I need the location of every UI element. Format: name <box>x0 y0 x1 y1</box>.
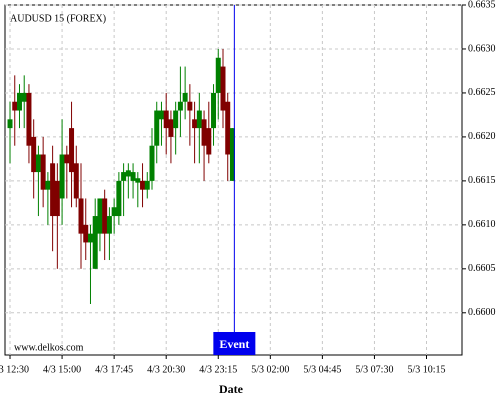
candle-body <box>192 119 198 129</box>
candle-body <box>158 110 164 120</box>
candle-body <box>154 110 160 146</box>
candle-body <box>59 154 65 199</box>
candle-body <box>225 101 231 155</box>
y-tick-label: 0.6635 <box>468 0 496 10</box>
x-tick-label: 5/3 02:00 <box>251 364 289 375</box>
candle-body <box>187 101 193 111</box>
x-tick-label: 5/3 07:30 <box>355 364 393 375</box>
candle-body <box>92 216 98 269</box>
candle-body <box>177 101 183 111</box>
candle-body <box>45 180 51 190</box>
candle-body <box>31 136 37 173</box>
candle-body <box>163 110 169 129</box>
x-tick-label: 5/3 04:45 <box>303 364 341 375</box>
x-tick-label: 5/3 10:15 <box>407 364 445 375</box>
candle-body <box>149 145 155 181</box>
candle-body <box>16 92 22 111</box>
candle-body <box>144 180 150 190</box>
candle-body <box>206 128 212 155</box>
event-box <box>213 332 256 355</box>
candle-body <box>35 154 41 173</box>
candle-body <box>83 224 89 243</box>
candle-body <box>201 119 207 146</box>
candle-body <box>21 92 27 102</box>
candle-body <box>50 163 56 217</box>
candle-body <box>116 180 122 217</box>
candle-body <box>121 172 127 181</box>
x-tick-label: 4/3 20:30 <box>147 364 185 375</box>
candle-body <box>215 57 221 93</box>
candle-body <box>135 178 141 183</box>
y-tick-label: 0.6615 <box>468 175 496 186</box>
candle-body <box>26 92 32 146</box>
candle-body <box>106 216 112 234</box>
candle-body <box>125 170 131 177</box>
chart-title: AUDUSD 15 (FOREX) <box>10 13 106 24</box>
y-tick-label: 0.6625 <box>468 87 496 98</box>
candle-body <box>54 180 60 217</box>
x-tick-label: 4/3 17:45 <box>95 364 133 375</box>
candle-body <box>97 198 103 234</box>
candle-body <box>229 128 235 181</box>
candle-body <box>182 92 188 102</box>
x-axis-label: Date <box>219 382 244 396</box>
candle-body <box>69 128 75 173</box>
event-label: Event <box>219 337 249 351</box>
y-tick-label: 0.6600 <box>468 307 496 318</box>
watermark: www.delkos.com <box>14 342 84 353</box>
candle-body <box>102 198 108 234</box>
x-tick-label: 4/3 23:15 <box>199 364 237 375</box>
y-tick-label: 0.6630 <box>468 43 496 54</box>
candle-body <box>12 101 18 111</box>
y-tick-label: 0.6610 <box>468 219 496 230</box>
candle-body <box>64 154 70 164</box>
plot-layer <box>5 4 462 355</box>
candle-body <box>73 163 79 199</box>
candle-body <box>220 66 226 111</box>
candle-body <box>168 119 174 137</box>
candle-body <box>140 180 146 190</box>
x-tick-label: 4/3 12:30 <box>0 364 29 375</box>
candle-body <box>111 207 117 217</box>
candle-body <box>173 110 179 129</box>
y-tick-label: 0.6605 <box>468 263 496 274</box>
x-tick-label: 4/3 15:00 <box>43 364 81 375</box>
candle-body <box>211 92 217 129</box>
candle-body <box>40 154 46 190</box>
y-tick-label: 0.6620 <box>468 131 496 142</box>
candle-body <box>130 172 136 181</box>
candle-body <box>7 119 13 129</box>
candle-body <box>78 198 84 234</box>
candle-body <box>196 110 202 129</box>
candle-body <box>87 233 93 243</box>
